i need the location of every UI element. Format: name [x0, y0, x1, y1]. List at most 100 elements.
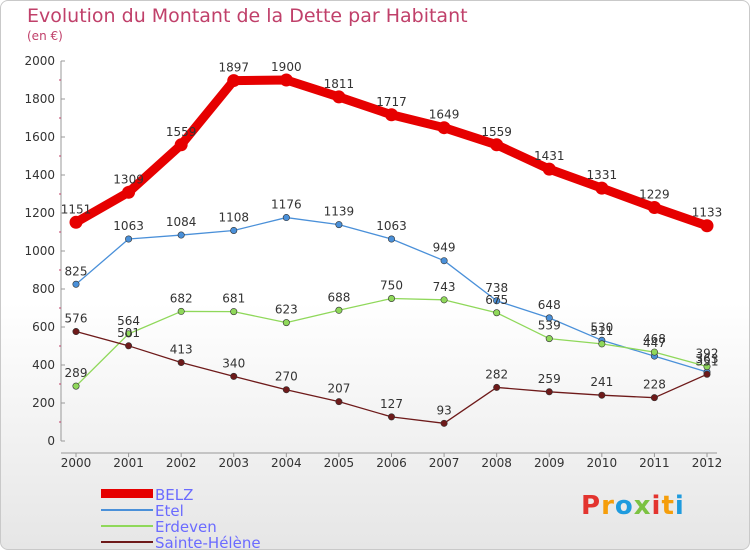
logo-letter: i [651, 491, 662, 521]
data-label-erdeven: 688 [327, 290, 350, 304]
legend-label: BELZ [155, 486, 194, 504]
data-point-sainte-helene [125, 342, 133, 350]
logo-letter: P [581, 491, 602, 521]
data-label-belz: 1649 [429, 108, 460, 122]
x-tick-label: 2005 [324, 456, 355, 470]
data-point-belz [700, 219, 714, 233]
data-point-erdeven [282, 319, 290, 327]
data-point-sainte-helene [598, 391, 606, 399]
y-tick-label: 1600 [24, 130, 55, 144]
data-point-sainte-helene [282, 386, 290, 394]
data-point-sainte-helene [545, 388, 553, 396]
x-tick-label: 2006 [376, 456, 407, 470]
data-point-erdeven [335, 306, 343, 314]
data-label-sainte-helene: 93 [436, 403, 451, 417]
data-point-belz [647, 200, 661, 214]
data-point-erdeven [387, 294, 395, 302]
legend-swatch [101, 525, 153, 527]
y-tick-label: 800 [32, 282, 55, 296]
data-label-etel: 363 [696, 352, 719, 366]
x-tick-label: 2007 [429, 456, 460, 470]
data-label-etel: 1139 [324, 205, 355, 219]
x-tick-label: 2001 [113, 456, 144, 470]
data-point-sainte-helene [72, 328, 80, 336]
data-point-sainte-helene [650, 394, 658, 402]
data-point-erdeven [545, 335, 553, 343]
data-label-belz: 1133 [692, 206, 723, 220]
legend-swatch [101, 509, 153, 511]
x-tick-label: 2004 [271, 456, 302, 470]
logo-letter: i [674, 491, 685, 521]
y-tick-label: 600 [32, 320, 55, 334]
data-label-sainte-helene: 282 [485, 367, 508, 381]
data-label-etel: 1063 [113, 219, 144, 233]
legend-swatch [101, 541, 153, 543]
data-label-belz: 1151 [61, 202, 92, 216]
data-label-belz: 1559 [481, 125, 512, 139]
data-point-etel [440, 257, 448, 265]
data-point-belz [279, 73, 293, 87]
data-point-sainte-helene [335, 398, 343, 406]
x-tick-label: 2012 [692, 456, 723, 470]
y-tick-label: 200 [32, 396, 55, 410]
data-label-belz: 1897 [218, 61, 249, 75]
logo-letter: t [661, 491, 675, 521]
data-label-erdeven: 289 [65, 366, 88, 380]
data-label-erdeven: 675 [485, 293, 508, 307]
data-point-etel [72, 280, 80, 288]
data-label-sainte-helene: 207 [327, 382, 350, 396]
data-label-erdeven: 743 [433, 280, 456, 294]
data-point-belz [595, 181, 609, 195]
data-label-etel: 738 [485, 281, 508, 295]
data-point-belz [69, 215, 83, 229]
data-label-erdeven: 681 [222, 292, 245, 306]
x-tick-label: 2008 [481, 456, 512, 470]
data-label-belz: 1811 [324, 77, 355, 91]
data-label-belz: 1309 [113, 172, 144, 186]
data-label-sainte-helene: 259 [538, 372, 561, 386]
y-tick-label: 1400 [24, 168, 55, 182]
data-label-etel: 1084 [166, 215, 197, 229]
data-label-etel: 1176 [271, 198, 302, 212]
data-point-etel [282, 214, 290, 222]
data-point-etel [125, 235, 133, 243]
chart-title: Evolution du Montant de la Dette par Hab… [27, 5, 468, 27]
data-point-sainte-helene [493, 383, 501, 391]
proxiti-logo: Proxiti [581, 491, 685, 521]
data-point-belz [385, 108, 398, 122]
y-tick-label: 0 [47, 434, 55, 448]
data-label-belz: 1559 [166, 125, 197, 139]
x-tick-label: 2000 [61, 456, 92, 470]
data-point-erdeven [125, 330, 133, 338]
data-label-erdeven: 564 [117, 314, 140, 328]
data-point-erdeven [72, 382, 80, 390]
data-point-erdeven [493, 309, 501, 317]
data-label-sainte-helene: 127 [380, 397, 403, 411]
data-label-etel: 447 [643, 336, 666, 350]
data-label-sainte-helene: 501 [117, 326, 140, 340]
y-tick-label: 1000 [24, 244, 55, 258]
data-point-erdeven [598, 340, 606, 348]
data-point-etel [335, 221, 343, 229]
data-point-belz [490, 138, 504, 152]
x-tick-label: 2009 [534, 456, 565, 470]
logo-letter: x [633, 491, 652, 521]
data-label-sainte-helene: 270 [275, 370, 298, 384]
data-point-belz [437, 121, 451, 135]
data-point-etel [177, 231, 185, 239]
y-tick-label: 400 [32, 358, 55, 372]
data-point-sainte-helene [177, 359, 185, 367]
data-point-etel [387, 235, 395, 243]
data-label-belz: 1229 [639, 187, 670, 201]
data-label-erdeven: 623 [275, 303, 298, 317]
chart-subtitle: (en €) [27, 29, 63, 43]
data-label-belz: 1717 [376, 95, 407, 109]
data-label-belz: 1900 [271, 60, 302, 74]
data-label-erdeven: 750 [380, 279, 403, 293]
data-label-etel: 530 [590, 320, 613, 334]
data-point-erdeven [230, 308, 238, 316]
data-point-sainte-helene [440, 419, 448, 427]
data-label-sainte-helene: 351 [696, 354, 719, 368]
